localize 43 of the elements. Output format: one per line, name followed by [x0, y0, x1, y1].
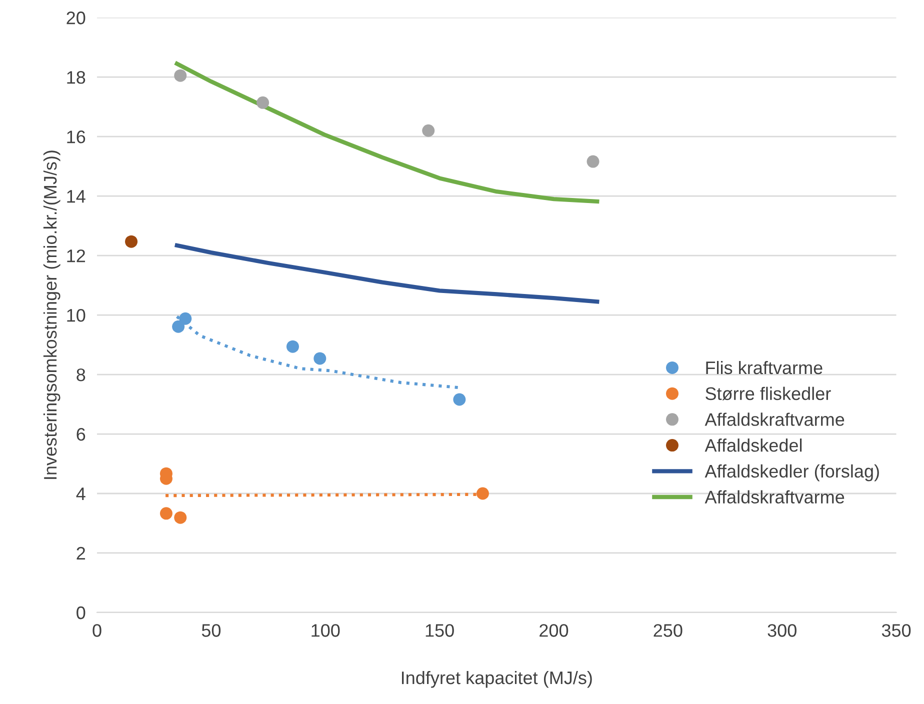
- x-tick-label: 0: [92, 624, 102, 637]
- point: [160, 507, 172, 520]
- x-tick-label: 50: [202, 624, 221, 637]
- y-tick-label: 20: [66, 12, 86, 24]
- legend-label: Affaldskedel: [704, 438, 802, 452]
- legend-label: Flis kraftvarme: [706, 360, 822, 374]
- y-tick-label: 6: [76, 428, 86, 441]
- y-tick-label: 2: [76, 546, 86, 560]
- line-series: [174, 62, 600, 204]
- y-tick-label: 12: [67, 249, 86, 262]
- y-tick-label: 0: [76, 606, 86, 620]
- point: [314, 352, 326, 365]
- x-tick-label: 100: [312, 624, 340, 637]
- legend-label: Affaldskedler (forslag): [704, 464, 879, 482]
- point: [286, 340, 299, 353]
- point: [179, 312, 192, 325]
- x-tick-label: 350: [882, 624, 911, 637]
- line-series: [174, 243, 600, 304]
- point: [256, 96, 270, 109]
- point: [172, 320, 185, 333]
- legend-label: Affaldskraftvarme: [704, 490, 844, 504]
- y-tick-label: 18: [67, 71, 86, 84]
- x-tick-label: 150: [426, 624, 454, 637]
- point: [125, 235, 138, 248]
- x-tick-label: 250: [654, 624, 682, 637]
- y-tick-label: 8: [76, 368, 86, 382]
- point: [174, 69, 187, 82]
- y-tick-label: 14: [67, 190, 86, 203]
- point: [174, 511, 187, 524]
- y-axis-title: Investeringsomkostninger (mio.kr./(MJ/s)): [43, 150, 60, 479]
- y-tick-label: 16: [67, 130, 86, 144]
- y-tick-label: 4: [76, 488, 86, 500]
- y-tick-label: 10: [67, 308, 86, 322]
- x-tick-label: 300: [768, 624, 796, 637]
- legend-label: Affaldskraftvarme: [704, 412, 844, 426]
- point: [422, 124, 435, 137]
- line-series: [175, 314, 461, 390]
- x-tick-label: 200: [540, 624, 568, 637]
- x-axis-title: Indfyret kapacitet (MJ/s): [402, 670, 592, 688]
- point: [586, 155, 600, 168]
- point: [453, 393, 466, 406]
- point: [476, 487, 489, 500]
- legend-label: Større fliskedler: [706, 386, 831, 400]
